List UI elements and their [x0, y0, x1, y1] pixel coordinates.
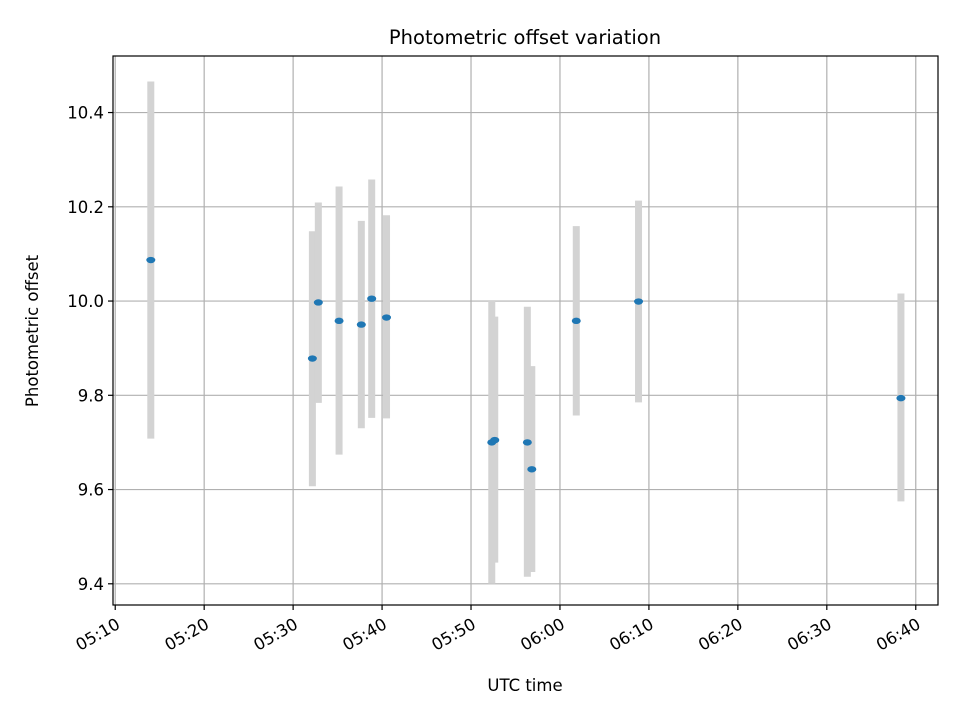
data-point — [307, 355, 317, 362]
y-tick-label: 10.2 — [67, 198, 104, 217]
x-axis-label: UTC time — [487, 676, 562, 695]
y-tick-label: 10.4 — [67, 104, 104, 123]
data-point — [146, 256, 156, 264]
y-tick-label: 9.8 — [78, 386, 104, 405]
data-point — [571, 317, 581, 325]
data-point — [527, 466, 537, 473]
y-tick-label: 9.6 — [78, 481, 104, 500]
chart-title: Photometric offset variation — [389, 26, 661, 49]
data-point — [522, 439, 532, 446]
data-points — [146, 256, 906, 473]
plot-frame — [112, 55, 939, 606]
data-point — [367, 295, 377, 302]
data-point — [382, 314, 392, 321]
data-point — [356, 321, 366, 328]
data-point — [490, 436, 500, 444]
data-point — [896, 394, 906, 402]
data-point — [334, 317, 344, 325]
data-point — [634, 298, 644, 305]
y-tick-label: 9.4 — [78, 575, 104, 594]
data-point — [313, 299, 323, 306]
y-axis-label: Photometric offset — [23, 254, 42, 407]
y-tick-label: 10.0 — [67, 292, 104, 311]
